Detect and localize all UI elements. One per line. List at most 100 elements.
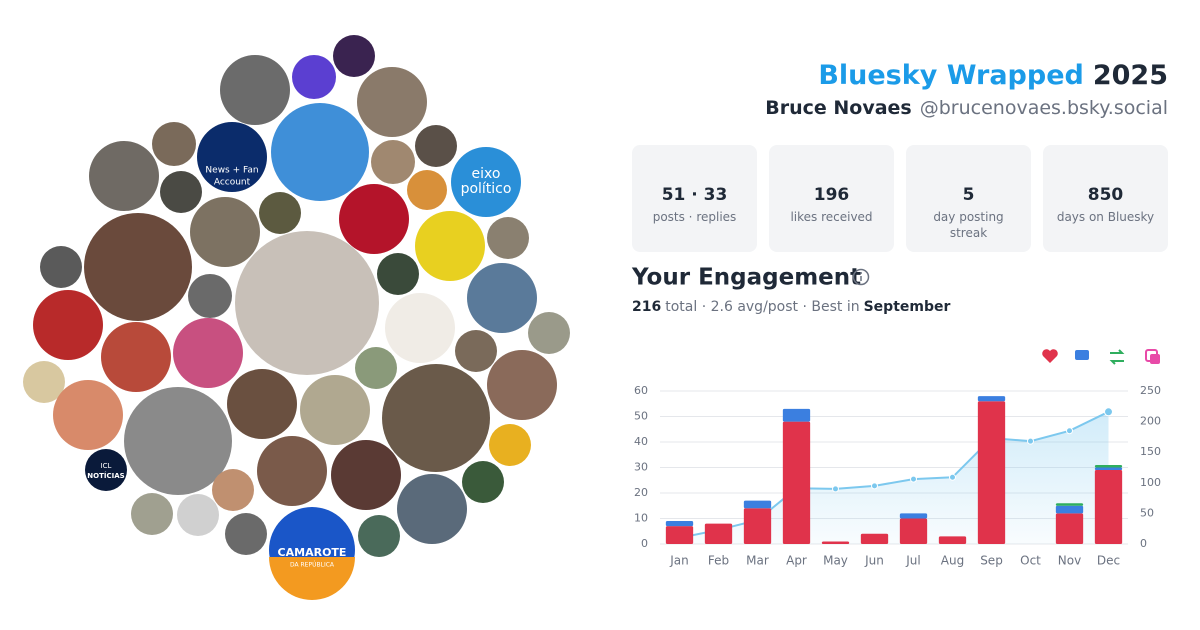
line-point: [871, 482, 878, 490]
bar-segment: [899, 513, 928, 519]
bar-segment: [743, 508, 772, 544]
title-year: 2025: [1093, 60, 1168, 91]
info-icon[interactable]: [852, 268, 870, 286]
y-tick-label: 30: [634, 461, 648, 474]
x-tick-label: Dec: [1097, 554, 1120, 568]
avatar: [415, 125, 457, 167]
x-tick-label: Feb: [708, 554, 729, 568]
bar-segment: [704, 523, 733, 544]
x-tick-label: Sep: [980, 554, 1003, 568]
y2-tick-label: 200: [1140, 415, 1161, 428]
bar-segment: [1055, 503, 1084, 506]
title-brand: Bluesky Wrapped: [818, 60, 1084, 91]
avatar: [40, 246, 82, 288]
avatar: [152, 122, 196, 166]
avatar-text: NOTÍCIAS: [87, 471, 124, 480]
avatar: [53, 380, 123, 450]
legend-likes[interactable]: [1042, 349, 1058, 363]
avatar: [358, 515, 400, 557]
bar-segment: [977, 401, 1006, 544]
bar-segment: [860, 533, 889, 544]
x-tick-label: Oct: [1020, 554, 1041, 568]
y-tick-label: 50: [634, 410, 648, 423]
avatar: [188, 274, 232, 318]
avatar-text: CAMAROTE: [278, 546, 347, 559]
avatar: [220, 55, 290, 125]
stat-value: 51 · 33: [661, 185, 728, 205]
avatar: [382, 364, 490, 472]
x-tick-label: Mar: [746, 554, 769, 568]
avatar: [89, 141, 159, 211]
avatar: [160, 171, 202, 213]
avatar-collage: [23, 35, 570, 600]
bar-segment: [899, 518, 928, 544]
avatar: [225, 513, 267, 555]
x-tick-label: Jul: [905, 554, 920, 568]
stat-value: 850: [1087, 185, 1124, 205]
bar-segment: [782, 408, 811, 422]
stat-value: 196: [813, 185, 850, 205]
avatar-text: eixo: [472, 166, 501, 182]
avatar: [84, 213, 192, 321]
avatar: [235, 231, 379, 375]
avatar: [23, 361, 65, 403]
x-tick-label: Apr: [786, 554, 807, 568]
y2-tick-label: 0: [1140, 537, 1147, 550]
avatar: [455, 330, 497, 372]
bar-segment: [1094, 467, 1123, 471]
avatar: [377, 253, 419, 295]
stat-label: days on Bluesky: [1056, 210, 1155, 224]
avatar: [173, 318, 243, 388]
x-tick-label: Nov: [1058, 554, 1081, 568]
legend-quotes-front: [1150, 354, 1160, 364]
line-point: [832, 485, 839, 493]
summary-best: September: [864, 299, 951, 315]
bar-segment: [782, 421, 811, 544]
y-tick-label: 0: [641, 537, 648, 550]
title: Bluesky Wrapped 2025: [818, 60, 1168, 91]
avatar: [257, 436, 327, 506]
avatar: [385, 293, 455, 363]
line-point: [910, 475, 917, 483]
line-point: [949, 473, 956, 481]
avatar: [357, 67, 427, 137]
avatar: [407, 170, 447, 210]
y2-tick-label: 150: [1140, 445, 1161, 458]
bar-segment: [821, 541, 850, 544]
stat-card: 5 day posting streak: [906, 145, 1031, 252]
stat-card: 850 days on Bluesky: [1043, 145, 1168, 252]
legend-replies[interactable]: [1075, 350, 1089, 360]
avatar-text: DA REPÚBLICA: [290, 562, 335, 569]
bar-segment: [1055, 513, 1084, 544]
avatar: [415, 211, 485, 281]
user-handle: @brucenovaes.bsky.social: [920, 97, 1168, 119]
avatar-text: ICL: [101, 462, 112, 470]
avatar-accent: [269, 557, 355, 600]
avatar: [487, 350, 557, 420]
avatar: [33, 290, 103, 360]
x-tick-label: Jan: [669, 554, 689, 568]
avatar: [190, 197, 260, 267]
y2-tick-label: 50: [1140, 506, 1154, 519]
legend-reposts[interactable]: [1109, 349, 1125, 365]
y2-tick-label: 250: [1140, 384, 1161, 397]
avatar: [131, 493, 173, 535]
bar-segment: [1055, 505, 1084, 514]
bar-segment: [1094, 464, 1123, 468]
avatar: [197, 122, 267, 192]
avatar: [259, 192, 301, 234]
info-icon-dot: [860, 272, 862, 274]
x-tick-label: May: [823, 554, 848, 568]
avatar: [355, 347, 397, 389]
bar-segment: [743, 500, 772, 509]
avatar: [333, 35, 375, 77]
stat-label: likes received: [790, 210, 873, 224]
y2-tick-label: 100: [1140, 476, 1161, 489]
stat-value: 5: [962, 185, 975, 205]
user: Bruce Novaes @brucenovaes.bsky.social: [765, 97, 1168, 119]
bar-segment: [1094, 470, 1123, 544]
avatar: [371, 140, 415, 184]
section-title: Your Engagement: [631, 265, 861, 291]
avatar: [339, 184, 409, 254]
